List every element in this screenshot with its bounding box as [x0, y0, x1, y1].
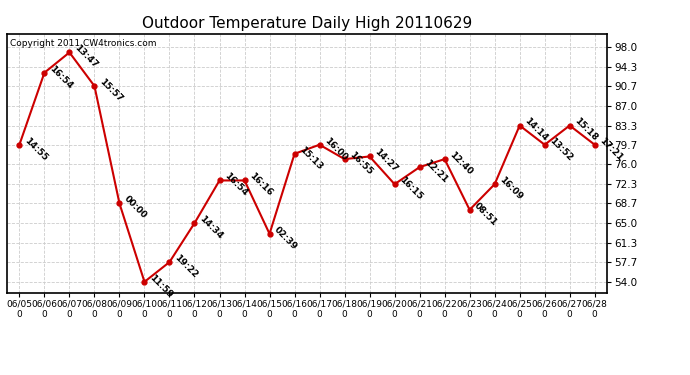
Text: 16:54: 16:54 [47, 64, 74, 90]
Text: 15:13: 15:13 [297, 145, 324, 171]
Text: Copyright 2011 CW4tronics.com: Copyright 2011 CW4tronics.com [10, 39, 157, 48]
Text: 00:00: 00:00 [122, 194, 148, 220]
Text: 19:22: 19:22 [172, 253, 199, 280]
Text: 15:57: 15:57 [97, 77, 124, 104]
Text: 12:40: 12:40 [447, 150, 474, 177]
Text: 14:27: 14:27 [373, 147, 399, 174]
Text: 15:18: 15:18 [573, 116, 599, 143]
Text: 14:55: 14:55 [22, 136, 49, 162]
Text: 14:14: 14:14 [522, 116, 549, 143]
Text: 16:00: 16:00 [322, 136, 348, 162]
Title: Outdoor Temperature Daily High 20110629: Outdoor Temperature Daily High 20110629 [142, 16, 472, 31]
Text: 17:21: 17:21 [598, 136, 624, 162]
Text: 02:39: 02:39 [273, 225, 299, 251]
Text: 16:55: 16:55 [347, 150, 374, 177]
Text: 16:16: 16:16 [247, 171, 274, 198]
Text: 13:52: 13:52 [547, 136, 574, 162]
Text: 16:15: 16:15 [397, 175, 424, 202]
Text: 16:54: 16:54 [222, 171, 249, 198]
Text: 16:09: 16:09 [497, 175, 524, 202]
Text: 13:47: 13:47 [72, 43, 99, 70]
Text: 11:59: 11:59 [147, 273, 174, 299]
Text: 08:51: 08:51 [473, 201, 499, 227]
Text: 12:21: 12:21 [422, 158, 449, 184]
Text: 14:34: 14:34 [197, 214, 224, 241]
